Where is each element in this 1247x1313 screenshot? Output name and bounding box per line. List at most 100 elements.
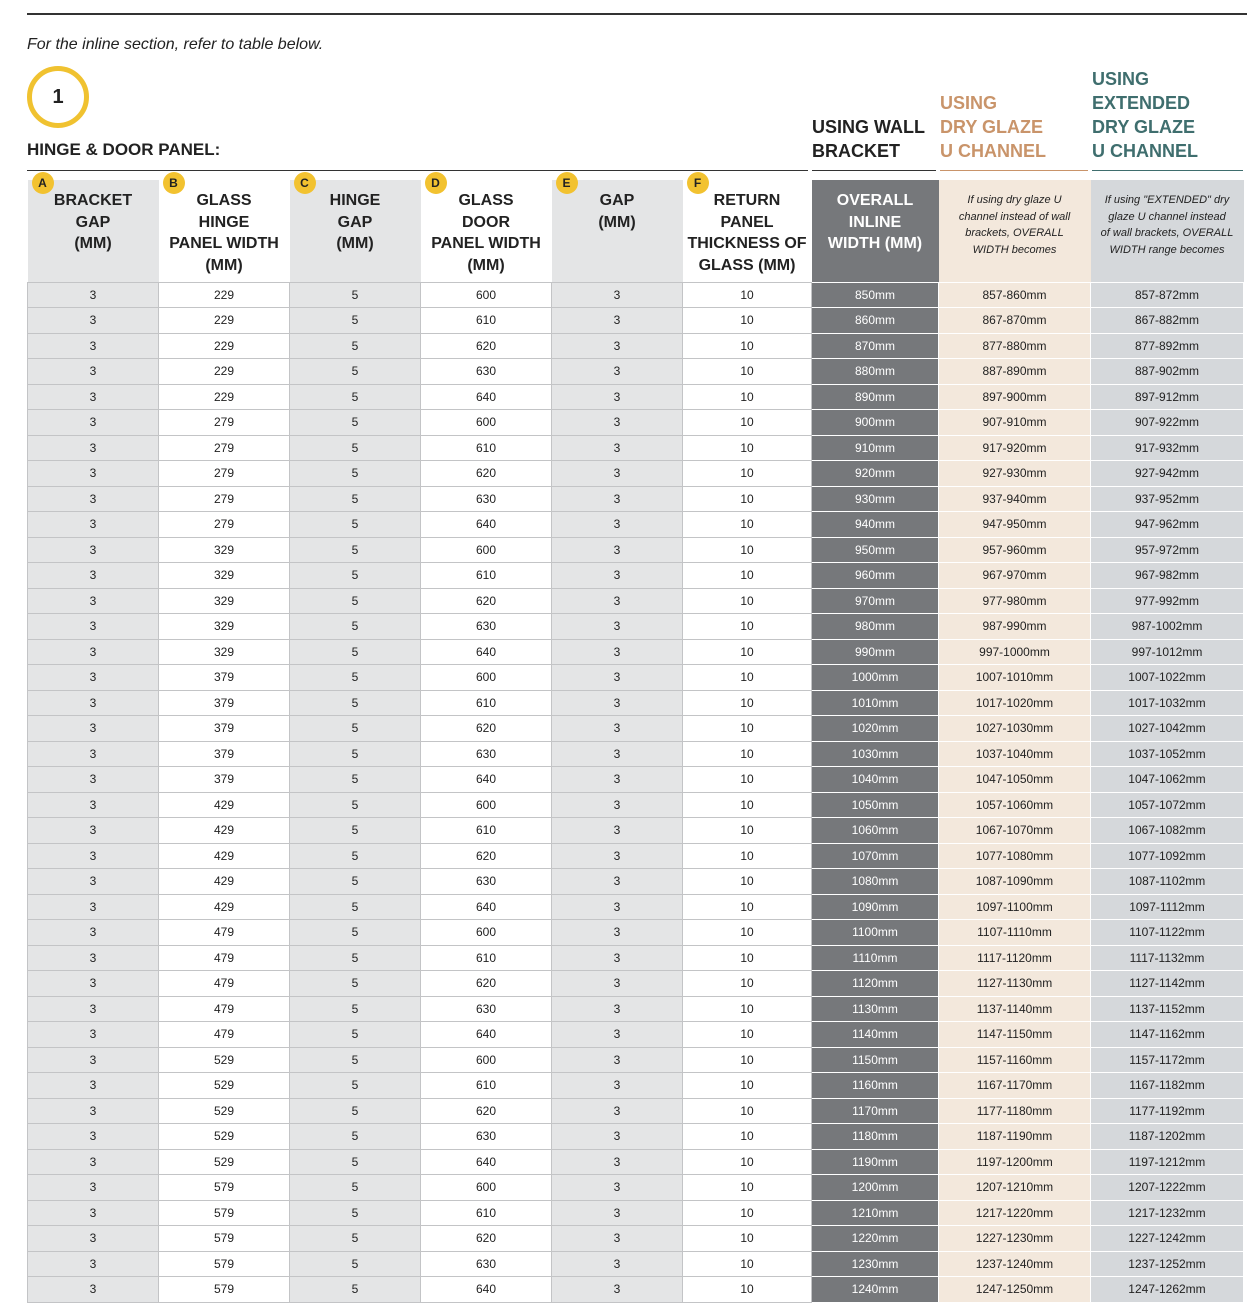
table-row: 3 229 5 620 3 10 870mm 877-880mm 877-892mm [27,332,1244,359]
table-cell: 967-982mm [1090,562,1244,589]
table-cell: 10 [682,638,812,665]
table-cell: 1067-1070mm [938,817,1091,844]
table-cell: 630 [420,995,552,1022]
table-cell: 1177-1180mm [938,1097,1091,1124]
table-cell: 1120mm [811,970,939,997]
table-cell: 3 [551,740,683,767]
table-cell: 5 [289,791,421,818]
column-header-line: RETURN [713,192,781,209]
table-cell: 1067-1082mm [1090,817,1244,844]
table-cell: 229 [158,307,290,334]
table-cell: 10 [682,1123,812,1150]
table-cell: 1167-1170mm [938,1072,1091,1099]
group-header-line: USING WALL [812,117,925,137]
table-cell: 3 [27,638,159,665]
table-cell: 479 [158,1021,290,1048]
column-header-line: glaze U channel instead [1108,210,1226,223]
table-cell: 5 [289,434,421,461]
table-cell: 1190mm [811,1148,939,1175]
table-cell: 529 [158,1046,290,1073]
table-cell: 5 [289,638,421,665]
table-row: 3 579 5 620 3 10 1220mm 1227-1230mm 1227-1242mm [27,1225,1244,1252]
table-cell: 630 [420,1123,552,1150]
table-cell: 5 [289,1021,421,1048]
table-cell: 3 [551,995,683,1022]
table-cell: 10 [682,485,812,512]
table-cell: 907-910mm [938,409,1091,436]
table-row: 3 229 5 600 3 10 850mm 857-860mm 857-872mm [27,281,1244,308]
table-cell: 3 [27,1174,159,1201]
table-cell: 3 [551,1276,683,1303]
table-cell: 877-892mm [1090,332,1244,359]
table-cell: 279 [158,434,290,461]
table-row: 3 529 5 610 3 10 1160mm 1167-1170mm 1167-1182mm [27,1072,1244,1099]
table-cell: 3 [551,1199,683,1226]
table-cell: 3 [27,1199,159,1226]
table-cell: 3 [551,1021,683,1048]
table-cell: 640 [420,638,552,665]
table-cell: 1020mm [811,715,939,742]
table-cell: 3 [27,1225,159,1252]
table-cell: 5 [289,893,421,920]
table-cell: 429 [158,842,290,869]
table-cell: 5 [289,664,421,691]
table-cell: 10 [682,995,812,1022]
table-cell: 3 [551,893,683,920]
table-cell: 600 [420,536,552,563]
table-cell: 3 [27,434,159,461]
table-cell: 1007-1010mm [938,664,1091,691]
table-row: 3 429 5 640 3 10 1090mm 1097-1100mm 1097-1112mm [27,893,1244,920]
table-cell: 1157-1160mm [938,1046,1091,1073]
table-cell: 1037-1040mm [938,740,1091,767]
table-cell: 1097-1100mm [938,893,1091,920]
group-header-line: EXTENDED [1092,93,1191,113]
table-cell: 1017-1020mm [938,689,1091,716]
table-cell: 1107-1122mm [1090,919,1244,946]
column-header-line: INLINE [848,213,902,231]
table-cell: 3 [27,1276,159,1303]
group-header-line: U CHANNEL [940,141,1046,161]
table-cell: 3 [551,562,683,589]
table-cell: 3 [27,842,159,869]
table-cell: 10 [682,970,812,997]
table-cell: 987-1002mm [1090,613,1244,640]
table-cell: 1217-1232mm [1090,1199,1244,1226]
table-cell: 529 [158,1097,290,1124]
table-cell: 620 [420,1225,552,1252]
table-cell: 947-962mm [1090,511,1244,538]
table-cell: 887-890mm [938,358,1091,385]
data-table: A BRACKET GAP (MM) B GLASS HINGE PANEL WIDTH (MM… [27,172,1244,1303]
column-header-line: GLASS [196,192,252,209]
table-row: 3 529 5 640 3 10 1190mm 1197-1200mm 1197-1212mm [27,1148,1244,1175]
table-cell: 5 [289,1250,421,1277]
table-cell: 3 [27,281,159,308]
table-cell: 977-992mm [1090,587,1244,614]
table-cell: 3 [27,995,159,1022]
table-cell: 10 [682,1097,812,1124]
table-row: 3 379 5 610 3 10 1010mm 1017-1020mm 1017-1032mm [27,689,1244,716]
table-row: 3 429 5 630 3 10 1080mm 1087-1090mm 1087-1102mm [27,868,1244,895]
group-header: USING WALL BRACKET [812,115,925,163]
table-cell: 3 [551,689,683,716]
table-cell: 1247-1250mm [938,1276,1091,1303]
table-cell: 610 [420,1072,552,1099]
table-cell: 1227-1242mm [1090,1225,1244,1252]
table-cell: 5 [289,613,421,640]
section-title: HINGE & DOOR PANEL: [27,140,221,159]
table-cell: 3 [27,485,159,512]
table-row: 3 429 5 600 3 10 1050mm 1057-1060mm 1057-1072mm [27,791,1244,818]
title-rule [27,170,808,171]
table-cell: 620 [420,587,552,614]
table-row: 3 429 5 620 3 10 1070mm 1077-1080mm 1077-1092mm [27,842,1244,869]
table-cell: 10 [682,1250,812,1277]
table-cell: 1180mm [811,1123,939,1150]
table-cell: 529 [158,1123,290,1150]
table-cell: 1117-1120mm [938,944,1091,971]
table-cell: 1230mm [811,1250,939,1277]
column-header-line: PANEL [720,213,774,231]
table-cell: 600 [420,791,552,818]
table-cell: 229 [158,281,290,308]
table-cell: 329 [158,562,290,589]
table-cell: 5 [289,1097,421,1124]
